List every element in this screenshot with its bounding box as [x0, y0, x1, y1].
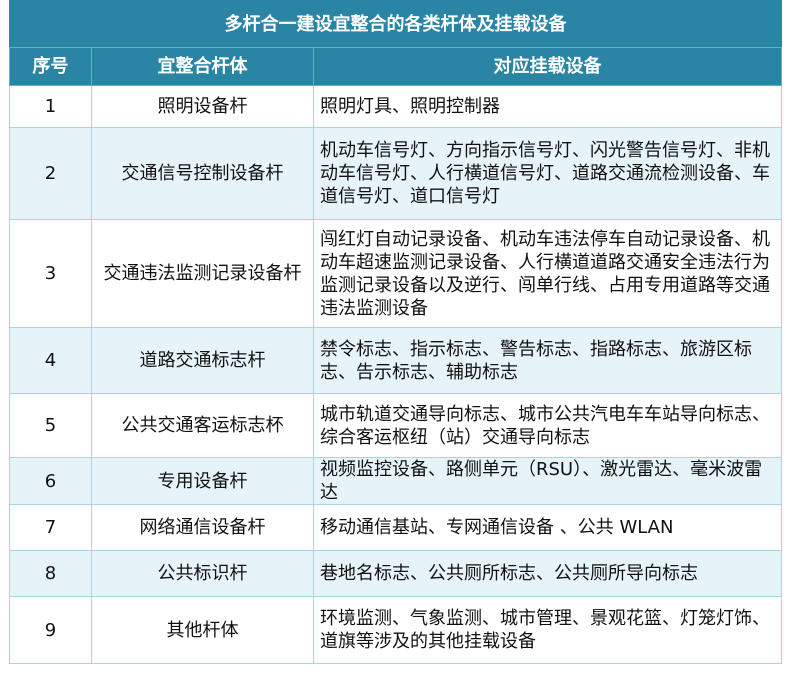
row-number: 9 [9, 596, 92, 664]
equipment-list: 城市轨道交通导向标志、城市公共汽电车车站导向标志、综合客运枢纽（站）交通导向标志 [312, 393, 783, 458]
equipment-list: 巷地名标志、公共厕所标志、公共厕所导向标志 [312, 550, 783, 597]
table-row: 9 其他杆体 环境监测、气象监测、城市管理、景观花篮、灯笼灯饰、道旗等涉及的其他挂载… [9, 596, 783, 664]
equipment-list: 机动车信号灯、方向指示信号灯、闪光警告信号灯、非机动车信号灯、人行横道信号灯、道… [312, 127, 783, 220]
pole-type: 交通信号控制设备杆 [91, 127, 314, 220]
table-row: 2 交通信号控制设备杆 机动车信号灯、方向指示信号灯、闪光警告信号灯、非机动车信号灯… [9, 127, 783, 220]
row-number: 7 [9, 504, 92, 551]
pole-type: 公共交通客运标志杯 [91, 393, 314, 458]
pole-type: 交通违法监测记录设备杆 [91, 219, 314, 328]
column-header-pole: 宜整合杆体 [91, 47, 314, 86]
column-header-equipment: 对应挂载设备 [312, 47, 783, 86]
row-number: 6 [9, 457, 92, 505]
table-row: 4 道路交通标志杆 禁令标志、指示标志、警告标志、指路标志、旅游区标志、告示标志、辅… [9, 327, 783, 394]
row-number: 2 [9, 127, 92, 220]
table-row: 7 网络通信设备杆 移动通信基站、专网通信设备 、公共 WLAN [9, 504, 783, 551]
row-number: 4 [9, 327, 92, 394]
table-row: 8 公共标识杆 巷地名标志、公共厕所标志、公共厕所导向标志 [9, 550, 783, 597]
row-number: 5 [9, 393, 92, 458]
poles-table: 多杆合一建设宜整合的各类杆体及挂载设备 序号 宜整合杆体 对应挂载设备 1 照明设… [8, 0, 783, 664]
table-title: 多杆合一建设宜整合的各类杆体及挂载设备 [8, 0, 783, 48]
row-number: 3 [9, 219, 92, 328]
column-header-no: 序号 [9, 47, 92, 86]
pole-type: 其他杆体 [91, 596, 314, 664]
table-row: 5 公共交通客运标志杯 城市轨道交通导向标志、城市公共汽电车车站导向标志、综合客运枢… [9, 393, 783, 458]
table-row: 6 专用设备杆 视频监控设备、路侧单元（RSU）、激光雷达、毫米波雷达 [9, 457, 783, 505]
pole-type: 专用设备杆 [91, 457, 314, 505]
pole-type: 照明设备杆 [91, 85, 314, 128]
pole-type: 道路交通标志杆 [91, 327, 314, 394]
equipment-list: 照明灯具、照明控制器 [312, 85, 783, 128]
equipment-list: 禁令标志、指示标志、警告标志、指路标志、旅游区标志、告示标志、辅助标志 [312, 327, 783, 394]
equipment-list: 环境监测、气象监测、城市管理、景观花篮、灯笼灯饰、道旗等涉及的其他挂载设备 [312, 596, 783, 664]
pole-type: 公共标识杆 [91, 550, 314, 597]
pole-type: 网络通信设备杆 [91, 504, 314, 551]
equipment-list: 闯红灯自动记录设备、机动车违法停车自动记录设备、机动车超速监测记录设备、人行横道… [312, 219, 783, 328]
equipment-list: 移动通信基站、专网通信设备 、公共 WLAN [312, 504, 783, 551]
table-row: 3 交通违法监测记录设备杆 闯红灯自动记录设备、机动车违法停车自动记录设备、机动车超… [9, 219, 783, 328]
equipment-list: 视频监控设备、路侧单元（RSU）、激光雷达、毫米波雷达 [312, 457, 783, 505]
table-row: 1 照明设备杆 照明灯具、照明控制器 [9, 85, 783, 128]
row-number: 1 [9, 85, 92, 128]
row-number: 8 [9, 550, 92, 597]
